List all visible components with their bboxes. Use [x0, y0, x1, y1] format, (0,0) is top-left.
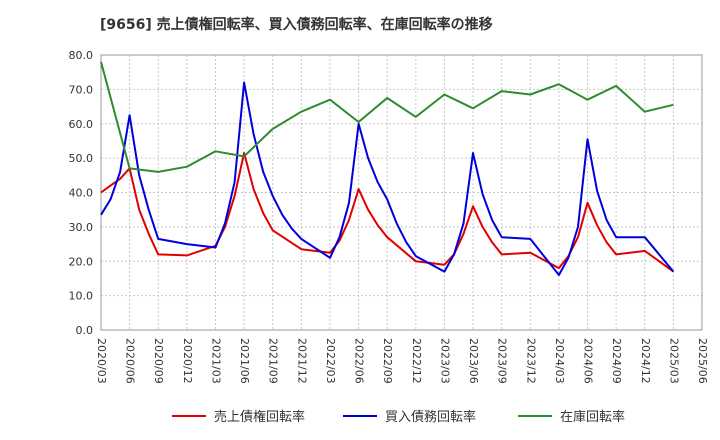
x-tick-label: 2022/06	[353, 338, 366, 384]
x-tick-label: 2023/12	[524, 338, 537, 384]
y-axis-ticks: 0.0 10.0 20.0 30.0 40.0 50.0 60.0 70.0 80.0	[69, 49, 94, 337]
y-tick-label: 60.0	[69, 118, 94, 131]
x-tick-label: 2023/09	[496, 338, 509, 384]
x-tick-label: 2020/09	[152, 338, 165, 384]
x-tick-label: 2024/12	[639, 338, 652, 384]
x-tick-label: 2022/03	[324, 338, 337, 384]
y-tick-label: 20.0	[69, 255, 94, 268]
x-tick-label: 2021/06	[238, 338, 251, 384]
grid-lines	[100, 54, 703, 331]
y-tick-label: 10.0	[69, 290, 94, 303]
y-tick-label: 50.0	[69, 152, 94, 165]
x-tick-label: 2024/09	[610, 338, 623, 384]
x-tick-label: 2020/03	[95, 338, 108, 384]
x-tick-label: 2025/03	[667, 338, 680, 384]
x-tick-label: 2023/06	[467, 338, 480, 384]
x-tick-label: 2021/03	[209, 338, 222, 384]
x-tick-label: 2024/03	[553, 338, 566, 384]
x-tick-label: 2024/06	[582, 338, 595, 384]
x-tick-label: 2022/09	[381, 338, 394, 384]
chart-title: [9656] 売上債権回転率、買入債務回転率、在庫回転率の推移	[100, 17, 493, 33]
series-lines	[100, 61, 675, 276]
x-tick-label: 2023/03	[438, 338, 451, 384]
y-tick-label: 80.0	[69, 49, 94, 62]
series-line-2	[100, 61, 674, 173]
legend-label-1: 買入債務回転率	[385, 409, 476, 425]
legend-label-0: 売上債権回転率	[214, 409, 305, 425]
x-tick-label: 2021/12	[295, 338, 308, 384]
legend-label-2: 在庫回転率	[560, 409, 625, 425]
x-tick-label: 2020/06	[124, 338, 137, 384]
x-tick-label: 2022/12	[410, 338, 423, 384]
legend: 売上債権回転率 買入債務回転率 在庫回転率	[172, 409, 625, 425]
y-tick-label: 40.0	[69, 187, 94, 200]
y-tick-label: 30.0	[69, 221, 94, 234]
series-line-1	[100, 81, 675, 276]
x-tick-label: 2020/12	[181, 338, 194, 384]
y-tick-label: 0.0	[76, 324, 94, 337]
x-tick-label: 2021/09	[267, 338, 280, 384]
x-tick-label: 2025/06	[696, 338, 709, 384]
x-axis-ticks: 2020/03 2020/06 2020/09 2020/12 2021/03 2021/…	[95, 338, 709, 384]
y-tick-label: 70.0	[69, 83, 94, 96]
